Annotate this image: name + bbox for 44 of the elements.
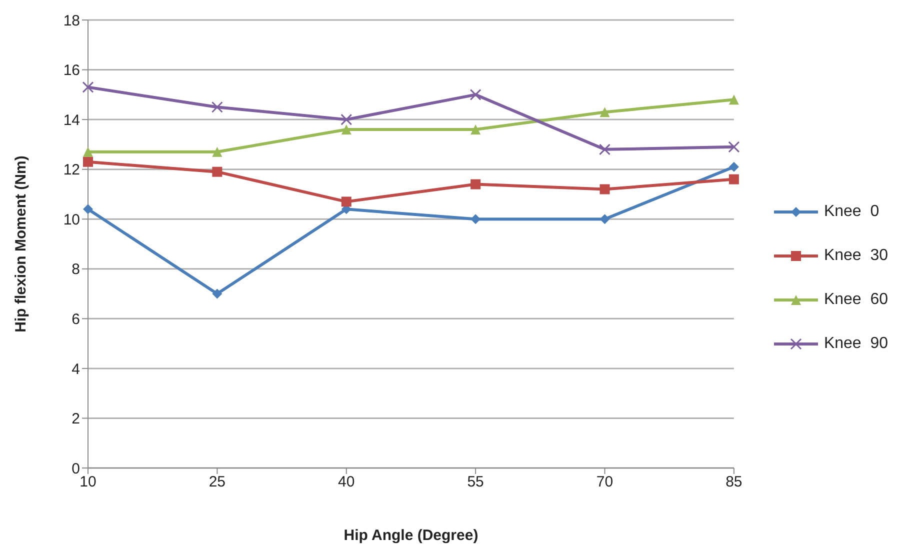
point — [728, 141, 740, 153]
x-tick-label: 55 — [467, 474, 484, 491]
legend-label: Knee 60 — [824, 291, 888, 309]
legend-label: Knee 30 — [824, 247, 888, 265]
point — [728, 174, 739, 184]
point — [83, 156, 93, 167]
point — [470, 214, 481, 224]
point — [600, 107, 610, 118]
point — [470, 88, 482, 100]
y-tick-label: 16 — [63, 62, 80, 80]
point — [728, 162, 739, 172]
point — [83, 146, 93, 157]
y-tick-label: 8 — [72, 261, 80, 278]
point — [341, 196, 352, 207]
point — [212, 146, 222, 157]
y-tick-label: 12 — [63, 162, 80, 179]
y-tick-label: 4 — [72, 360, 80, 378]
y-axis-title: Hip flexion Moment (Nm) — [12, 156, 30, 332]
point — [600, 214, 610, 224]
point — [82, 81, 94, 93]
point — [341, 124, 352, 135]
point — [211, 101, 223, 113]
point — [470, 179, 481, 190]
point — [212, 288, 222, 299]
x-tick-label: 70 — [596, 474, 614, 491]
point — [600, 184, 610, 194]
x-tick-label: 40 — [338, 474, 355, 491]
point — [83, 204, 93, 214]
y-tick-label: 18 — [63, 12, 80, 30]
legend-label: Knee 0 — [824, 203, 880, 221]
point — [599, 144, 610, 156]
y-tick-label: 0 — [72, 460, 80, 478]
legend-label: Knee 90 — [824, 335, 888, 353]
y-tick-label: 14 — [63, 112, 80, 129]
point — [470, 124, 481, 135]
y-tick-label: 6 — [72, 310, 80, 328]
x-tick-label: 85 — [726, 474, 742, 491]
y-tick-label: 10 — [63, 211, 80, 228]
x-tick-label: 25 — [208, 474, 226, 491]
point — [340, 114, 352, 126]
y-tick-label: 2 — [72, 410, 80, 428]
point — [212, 166, 222, 177]
point — [728, 94, 739, 105]
x-axis-title: Hip Angle (Degree) — [344, 527, 478, 544]
